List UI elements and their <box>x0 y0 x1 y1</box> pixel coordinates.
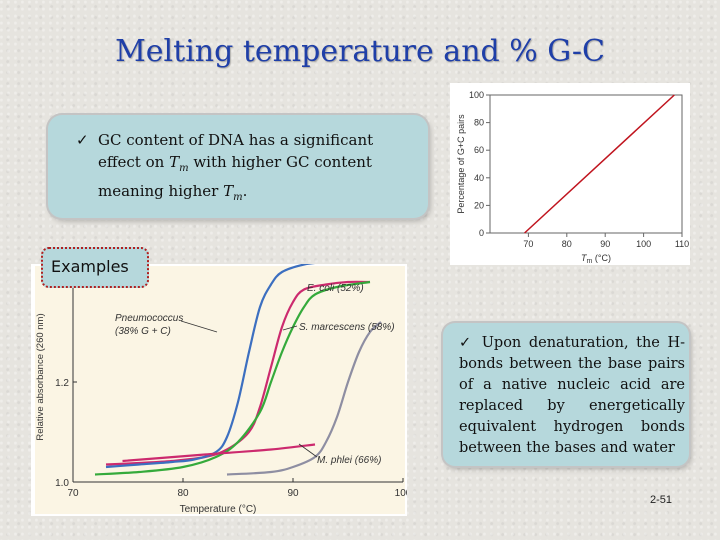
series-label-pneumococcus: Pneumococcus <box>115 313 183 324</box>
series-label-pneumococcus-gc: (38% G + C) <box>115 326 171 337</box>
y-tick-label: 100 <box>469 90 484 100</box>
series-line-e-coli-52 <box>105 258 360 469</box>
y-tick-label: 80 <box>474 118 484 128</box>
tm-symbol: T <box>223 182 234 200</box>
y-axis-label: Relative absorbance (260 nm) <box>35 313 46 440</box>
x-tick-label: 100 <box>636 239 651 249</box>
y-tick-label: 20 <box>474 200 484 210</box>
bullet-line-3-pre: meaning higher <box>98 182 224 200</box>
y-axis-label: Percentage of G+C pairs <box>456 114 466 214</box>
y-tick-label: 1.2 <box>55 378 69 389</box>
series-label-s-marcescens: S. marcescens (58%) <box>299 322 395 333</box>
series-line-baseline <box>122 443 316 463</box>
x-tick-label: 90 <box>287 488 299 499</box>
bullet-line-2-pre: effect on <box>98 153 170 171</box>
examples-label: Examples <box>41 247 149 288</box>
gc-vs-tm-chart-panel: 0 20 40 60 80 100 70 80 90 100 110 Tm (°C) Percentag… <box>450 83 690 265</box>
denaturation-text: Upon denaturation, the H-bonds between t… <box>459 335 686 456</box>
y-tick-label: 60 <box>474 145 484 155</box>
denaturation-bullet-box: ✓ Upon denaturation, the H-bonds between… <box>443 323 689 466</box>
checkmark-icon: ✓ <box>459 335 475 351</box>
series-line-m-phlei-66 <box>226 321 382 476</box>
slide-number: 2-51 <box>650 494 673 506</box>
x-tick-label: 70 <box>67 488 79 499</box>
tm-subscript: m <box>179 163 189 174</box>
gc-vs-tm-chart: 0 20 40 60 80 100 70 80 90 100 110 Tm (°C) Percentag… <box>456 90 689 265</box>
series-line-s-marcescens-58 <box>94 280 371 476</box>
x-tick-label: 80 <box>177 488 189 499</box>
gc-content-bullet-box: ✓ GC content of DNA has a significant ef… <box>48 115 428 218</box>
x-axis-label: Temperature (°C) <box>180 504 257 515</box>
checkmark-icon: ✓ <box>76 131 89 149</box>
y-tick-label: 0 <box>479 228 484 238</box>
x-tick-label: 90 <box>600 239 610 249</box>
gc-tm-series-line <box>524 94 675 234</box>
y-tick-label: 1.0 <box>55 478 69 489</box>
melting-curves-chart: 1.01.21.4708090100Temperature (°C)Relati… <box>35 258 412 515</box>
bullet-line-2-post: with higher GC content <box>188 153 372 171</box>
plot-frame <box>489 94 683 234</box>
slide-title: Melting temperature and % G-C <box>115 34 605 69</box>
bullet-line-1: GC content of DNA has a significant <box>98 131 374 149</box>
y-tick-label: 40 <box>474 173 484 183</box>
series-label-m-phlei: M. phlei (66%) <box>317 455 381 466</box>
x-axis-label: Tm (°C) <box>581 253 611 265</box>
bullet-line-2: effect on Tm with higher GC content <box>98 151 412 180</box>
x-tick-label: 80 <box>562 239 572 249</box>
plot-background <box>35 266 405 514</box>
tm-symbol: T <box>169 153 180 171</box>
tm-subscript: m <box>233 192 243 203</box>
pneumococcus-leader-line <box>180 320 218 333</box>
bullet-line-3-post: . <box>242 182 248 200</box>
m-phlei-leader-line <box>298 443 318 458</box>
melting-curves-chart-panel: 1.01.21.4708090100Temperature (°C)Relati… <box>31 258 412 516</box>
s-marcescens-leader-line <box>282 325 298 331</box>
x-tick-label: 100 <box>395 488 407 499</box>
x-tick-label: 110 <box>675 239 689 249</box>
bullet-line-3: meaning higher Tm. <box>98 180 412 209</box>
series-label-e-coli: E. coli (52%) <box>307 283 364 294</box>
x-tick-label: 70 <box>523 239 533 249</box>
